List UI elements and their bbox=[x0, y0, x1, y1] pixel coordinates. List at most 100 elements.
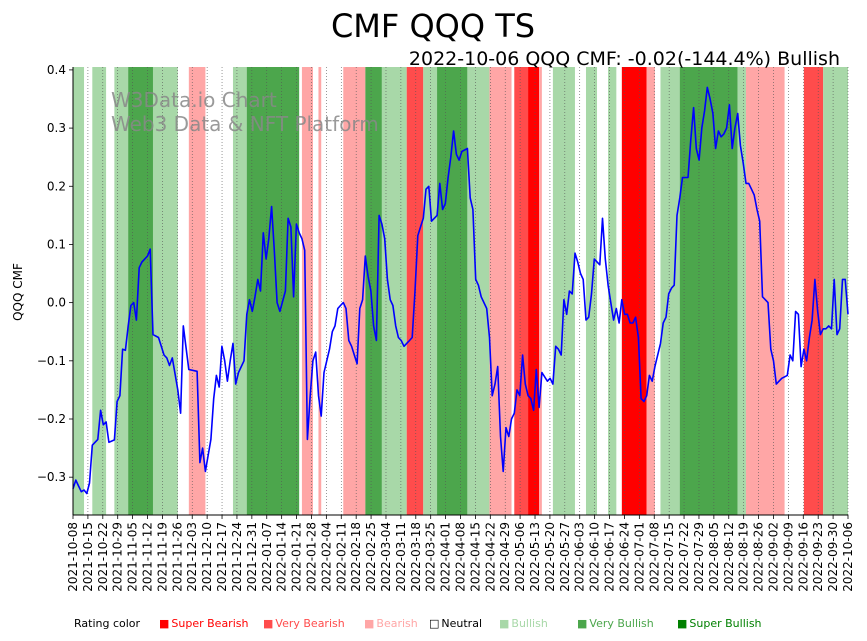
x-tick-label: 2021-11-19 bbox=[155, 522, 169, 592]
x-tick-label: 2022-02-04 bbox=[319, 522, 333, 592]
x-tick-label: 2022-10-06 bbox=[841, 522, 855, 592]
y-tick-label: −0.3 bbox=[37, 470, 66, 484]
x-tick-label: 2022-01-07 bbox=[260, 522, 274, 592]
watermark-line-2: Web3 Data & NFT Platform bbox=[111, 112, 379, 136]
rating-band-bearish bbox=[539, 67, 542, 515]
x-tick-label: 2022-05-20 bbox=[543, 522, 557, 592]
x-tick-label: 2022-02-11 bbox=[334, 522, 348, 592]
rating-band-bullish bbox=[381, 67, 407, 515]
rating-band-very-bearish bbox=[514, 67, 529, 515]
x-tick-label: 2022-07-15 bbox=[662, 522, 676, 592]
rating-band-bullish bbox=[552, 67, 575, 515]
x-tick-label: 2021-10-22 bbox=[96, 522, 110, 592]
y-tick-label: 0.4 bbox=[47, 63, 66, 77]
rating-band-bearish bbox=[489, 67, 512, 515]
x-tick-label: 2022-04-22 bbox=[483, 522, 497, 592]
x-tick-label: 2022-03-11 bbox=[394, 522, 408, 592]
y-tick-label: 0.3 bbox=[47, 121, 66, 135]
rating-band-bullish bbox=[232, 67, 247, 515]
x-tick-label: 2022-06-03 bbox=[573, 522, 587, 592]
series-line-qqq-cmf bbox=[72, 86, 849, 495]
x-tick-label: 2021-12-31 bbox=[245, 522, 259, 592]
rating-band-bullish bbox=[608, 67, 617, 515]
legend-item-bearish: ■ Bearish bbox=[364, 617, 418, 630]
x-tick-label: 2021-10-08 bbox=[66, 522, 80, 592]
y-tick-label: 0.0 bbox=[47, 296, 66, 310]
x-tick-label: 2022-05-06 bbox=[513, 522, 527, 592]
rating-band-super-bearish bbox=[621, 67, 647, 515]
chart-subtitle: 2022-10-06 QQQ CMF: -0.02(-144.4%) Bulli… bbox=[409, 48, 840, 70]
x-tick-label: 2022-03-04 bbox=[379, 522, 393, 592]
x-tick-label: 2022-01-14 bbox=[275, 522, 289, 592]
x-tick-label: 2021-11-05 bbox=[126, 522, 140, 592]
x-tick-label: 2022-06-17 bbox=[603, 522, 617, 592]
rating-band-bearish bbox=[318, 67, 322, 515]
legend-item-neutral: □ Neutral bbox=[429, 617, 483, 630]
x-tick-label: 2022-03-18 bbox=[409, 522, 423, 592]
x-tick-label: 2022-09-16 bbox=[796, 522, 810, 592]
legend-item-very-bullish: ■ Very Bullish bbox=[577, 617, 654, 630]
x-tick-label: 2022-07-29 bbox=[692, 522, 706, 592]
rating-band-bearish bbox=[301, 67, 313, 515]
x-tick-label: 2022-06-24 bbox=[617, 522, 631, 592]
x-tick-label: 2022-01-21 bbox=[290, 522, 304, 592]
x-tick-label: 2022-04-29 bbox=[498, 522, 512, 592]
x-tick-label: 2022-01-28 bbox=[304, 522, 318, 592]
x-tick-label: 2021-12-17 bbox=[215, 522, 229, 592]
rating-band-bullish bbox=[423, 67, 438, 515]
x-tick-label: 2021-10-29 bbox=[111, 522, 125, 592]
x-tick-label: 2021-10-15 bbox=[81, 522, 95, 592]
rating-band-very-bullish bbox=[437, 67, 468, 515]
x-tick-label: 2021-12-03 bbox=[185, 522, 199, 592]
x-tick-label: 2022-09-02 bbox=[766, 522, 780, 592]
x-tick-label: 2022-09-09 bbox=[781, 522, 795, 592]
x-tick-label: 2022-06-10 bbox=[588, 522, 602, 592]
rating-band-very-bullish bbox=[365, 67, 382, 515]
rating-band-bullish bbox=[92, 67, 107, 515]
x-tick-label: 2022-09-30 bbox=[826, 522, 840, 592]
x-tick-label: 2022-07-22 bbox=[677, 522, 691, 592]
watermark-line-1: W3Data.io Chart bbox=[111, 88, 277, 112]
series-layer bbox=[72, 86, 849, 495]
x-tick-label: 2021-12-10 bbox=[200, 522, 214, 592]
x-tick-label: 2022-08-05 bbox=[707, 522, 721, 592]
rating-band-bullish bbox=[73, 67, 85, 515]
x-tick-label: 2021-11-12 bbox=[141, 522, 155, 592]
rating-band-super-bearish bbox=[528, 67, 540, 515]
x-tick-label: 2022-02-25 bbox=[364, 522, 378, 592]
y-axis: −0.3 −0.2 −0.1 0.0 0.1 0.2 0.3 0.4 bbox=[37, 63, 74, 515]
x-tick-label: 2022-07-08 bbox=[647, 522, 661, 592]
x-tick-label: 2022-04-01 bbox=[439, 522, 453, 592]
y-axis-label: QQQ CMF bbox=[11, 263, 25, 321]
y-tick-label: 0.2 bbox=[47, 179, 66, 193]
y-tick-label: −0.2 bbox=[37, 412, 66, 426]
x-axis: 2021-10-08 2021-10-15 2021-10-22 2021-10-29… bbox=[66, 514, 855, 592]
x-tick-label: 2022-05-13 bbox=[528, 522, 542, 592]
x-tick-label: 2022-04-08 bbox=[454, 522, 468, 592]
x-tick-label: 2022-04-15 bbox=[468, 522, 482, 592]
rating-band-bearish bbox=[646, 67, 655, 515]
legend-item-bullish: ■ Bullish bbox=[499, 617, 548, 630]
x-tick-label: 2022-07-01 bbox=[632, 522, 646, 592]
x-tick-label: 2022-09-23 bbox=[811, 522, 825, 592]
rating-band-bearish bbox=[343, 67, 366, 515]
y-tick-label: −0.1 bbox=[37, 354, 66, 368]
x-tick-label: 2022-08-26 bbox=[752, 522, 766, 592]
x-tick-label: 2021-12-24 bbox=[230, 522, 244, 592]
rating-band-bullish bbox=[467, 67, 490, 515]
legend-item-super-bearish: ■ Super Bearish bbox=[159, 617, 249, 630]
x-tick-label: 2022-08-19 bbox=[737, 522, 751, 592]
x-tick-label: 2022-08-12 bbox=[722, 522, 736, 592]
x-tick-label: 2022-05-27 bbox=[558, 522, 572, 592]
legend-item-very-bearish: ■ Very Bearish bbox=[263, 617, 345, 630]
x-tick-label: 2022-02-18 bbox=[349, 522, 363, 592]
rating-band-bullish bbox=[152, 67, 178, 515]
legend-title: Rating color bbox=[74, 617, 141, 630]
rating-band-bearish bbox=[188, 67, 206, 515]
rating-band-very-bullish bbox=[128, 67, 153, 515]
legend-item-super-bullish: ■ Super Bullish bbox=[677, 617, 762, 630]
rating-band-very-bullish bbox=[679, 67, 738, 515]
chart-title: CMF QQQ TS bbox=[331, 7, 535, 45]
y-tick-label: 0.1 bbox=[47, 237, 66, 251]
